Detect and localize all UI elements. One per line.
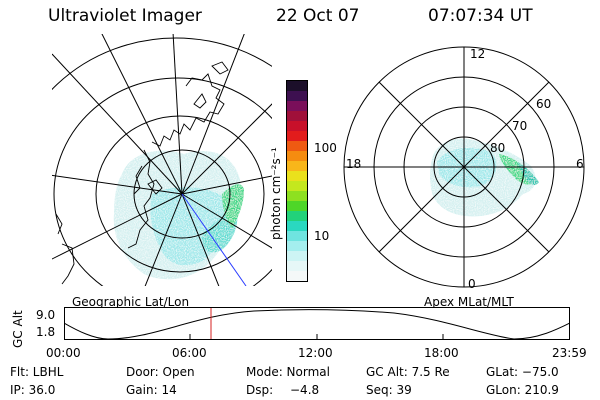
polar-plot [343,46,585,288]
observation-date: 22 Oct 07 [276,6,360,26]
apex-caption: Apex MLat/MLT [424,295,514,309]
dsp-value: −4.8 [290,383,320,397]
polar-grid [343,46,585,288]
alt-tick-low: 1.8 [36,325,56,339]
mlt-label-12: 12 [470,47,486,61]
alt-tick-high: 9.0 [36,308,56,322]
mlt-label-6: 6 [576,157,584,171]
colorbar-band [287,151,307,161]
colorbar-band [287,211,307,221]
map-aurora-data [113,150,244,280]
gc-alt-axis-label: GC Alt [11,310,25,348]
mode-info: Mode: Normal [246,365,330,379]
colorbar-band [287,81,307,91]
altitude-strip [64,307,570,340]
door-info: Door: Open [126,365,195,379]
colorbar-band [287,171,307,181]
mlt-label-18: 18 [346,157,362,171]
colorbar-band [287,251,307,261]
geographic-caption: Geographic Lat/Lon [72,295,190,309]
filter-info: Flt: LBHL [10,365,64,379]
colorbar-band [287,101,307,111]
observation-time: 07:07:34 UT [428,6,533,26]
glat-info: GLat: −75.0 [486,365,559,379]
dsp-label: Dsp: [246,383,274,397]
geographic-map [52,34,272,286]
mlat-label-60: 60 [536,97,552,111]
instrument-title: Ultraviolet Imager [48,6,202,26]
colorbar-band [287,121,307,131]
ip-info: IP: 36.0 [10,383,56,397]
map-noon-meridian [181,193,247,286]
colorbar-tick-10: 10 [314,229,330,243]
seq-info: Seq: 39 [366,383,412,397]
colorbar-band [287,271,307,281]
colorbar-band [287,111,307,121]
colorbar-band [287,221,307,231]
time-ticks [189,334,444,340]
colorbar-label: photon cm⁻²s⁻¹ [269,147,283,240]
colorbar-band [287,181,307,191]
colorbar-band [287,261,307,271]
mlat-label-70: 70 [512,119,528,133]
colorbar-band [287,241,307,251]
colorbar-tick-100: 100 [314,141,337,155]
colorbar-band [287,231,307,241]
polar-aurora-data [430,138,539,217]
map-grid [52,34,272,286]
colorbar-band [287,201,307,211]
glon-info: GLon: 210.9 [486,383,559,397]
map-coastlines [55,61,229,285]
colorbar-band [287,91,307,101]
mlat-label-80: 80 [490,141,506,155]
gain-info: Gain: 14 [126,383,177,397]
time-tick-0600: 06:00 [172,346,207,360]
time-tick-1800: 18:00 [424,346,459,360]
colorbar-band [287,141,307,151]
mlt-label-0: 0 [468,277,476,291]
colorbar-band [287,191,307,201]
altitude-curve [64,309,570,340]
gc-alt-info: GC Alt: 7.5 Re [366,365,450,379]
time-tick-2359: 23:59 [552,346,587,360]
colorbar-band [287,131,307,141]
time-tick-0000: 00:00 [46,346,81,360]
colorbar-band [287,161,307,171]
colorbar [286,80,308,282]
time-tick-1200: 12:00 [298,346,333,360]
